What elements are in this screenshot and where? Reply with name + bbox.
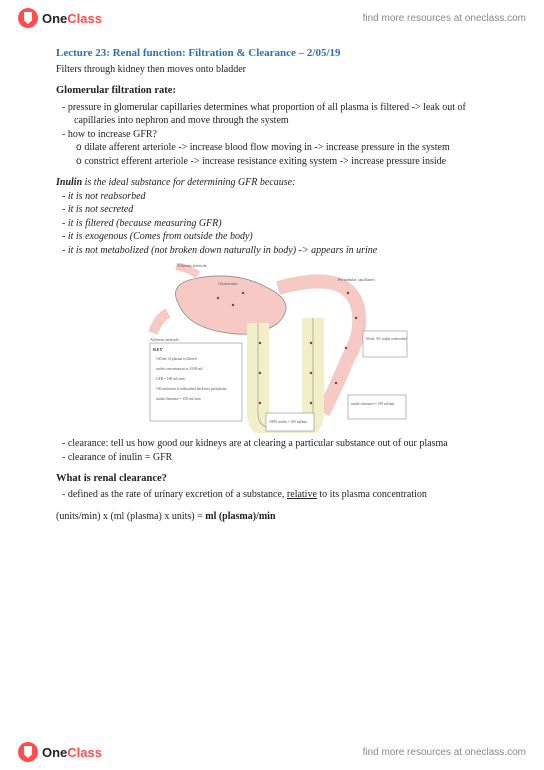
logo-shield-icon [18,8,38,28]
list-item: it is exogenous (Comes from outside the … [74,230,500,244]
formula-rhs: ml (plasma)/min [205,511,275,522]
label-afferent: Afferent arteriole [150,337,179,342]
lecture-subtitle: Filters through kidney then moves onto b… [56,63,500,77]
key-box [150,343,242,421]
gfr-sublist: dilate afferent arteriole -> increase bl… [56,141,500,168]
nephron-diagram: Efferent arteriole Afferent arteriole Gl… [148,263,408,433]
footer-bar: OneClass find more resources at oneclass… [0,734,544,770]
label-key: KEY [153,347,164,352]
callout-text: 60 mL 0% inulin reabsorbed [366,337,407,341]
clearance-formula: (units/min) x (ml (plasma) x units) = ml… [56,510,500,524]
key-line: 100 units/min is reabsorbed back into pe… [156,387,227,391]
renal-heading: What is renal clearance? [56,472,500,486]
list-item: defined as the rate of urinary excretion… [74,488,500,502]
list-item: it is not metabolized (not broken down n… [74,244,500,258]
list-item: dilate afferent arteriole -> increase bl… [90,141,500,155]
callout-text: inulin clearance = 100 ml/min [351,402,395,406]
list-item: pressure in glomerular capillaries deter… [74,101,500,128]
brand-one: One [42,745,67,760]
key-line: inulin clearance = 100 mL/min [156,397,201,401]
brand-name: OneClass [42,11,102,26]
brand-class: Class [67,745,102,760]
callout-text: 100% inulin = 100 ml/min [269,420,307,424]
renal-text-c: to its plasma concentration [317,489,427,500]
label-peritub: Peritubular capillaries [338,277,375,282]
lecture-title: Lecture 23: Renal function: Filtration &… [56,46,500,61]
post-diagram-list: clearance: tell us how good our kidneys … [56,437,500,464]
tubule-shape [258,318,313,428]
label-efferent: Efferent arteriole [178,263,207,268]
list-item: how to increase GFR? [74,128,500,142]
nephron-svg: Efferent arteriole Afferent arteriole Gl… [148,263,408,433]
label-glom: Glomerulus [218,281,238,286]
inulin-list: it is not reabsorbed it is not secreted … [56,190,500,258]
brand-logo[interactable]: OneClass [18,8,102,28]
gfr-heading: Glomerular filtration rate: [56,84,500,98]
callout-box [363,331,407,357]
list-item: it is filtered (because measuring GFR) [74,217,500,231]
brand-logo-footer[interactable]: OneClass [18,742,102,762]
afferent-arteriole [153,313,168,333]
brand-name-footer: OneClass [42,745,102,760]
brand-class: Class [67,11,102,26]
footer-tagline[interactable]: find more resources at oneclass.com [363,747,526,758]
inulin-lead-bold: Inulin [56,177,82,188]
inulin-lead-rest: is the ideal substance for determining G… [82,177,295,188]
callout-box [348,395,406,419]
inulin-lead: Inulin is the ideal substance for determ… [56,176,500,190]
renal-list: defined as the rate of urinary excretion… [56,488,500,502]
header-tagline[interactable]: find more resources at oneclass.com [363,13,526,24]
nephron-diagram-wrap: Efferent arteriole Afferent arteriole Gl… [56,263,500,433]
renal-text-b: relative [287,489,317,500]
key-line: 100 mL of plasma is filtered [156,357,197,361]
brand-one: One [42,11,67,26]
key-line: inulin concentration is 4/100 mL [156,367,203,371]
formula-lhs: (units/min) x (ml (plasma) x units) = [56,511,205,522]
list-item: clearance: tell us how good our kidneys … [74,437,500,451]
logo-shield-icon [18,742,38,762]
list-item: it is not secreted [74,203,500,217]
key-line: GFR = 100 mL/min [156,377,185,381]
header-bar: OneClass find more resources at oneclass… [0,0,544,36]
list-item: it is not reabsorbed [74,190,500,204]
gfr-list: pressure in glomerular capillaries deter… [56,101,500,142]
page-content: Lecture 23: Renal function: Filtration &… [56,46,500,724]
list-item: clearance of inulin = GFR [74,451,500,465]
list-item: constrict efferent arteriole -> increase… [90,155,500,169]
renal-text-a: defined as the rate of urinary excretion… [68,489,287,500]
